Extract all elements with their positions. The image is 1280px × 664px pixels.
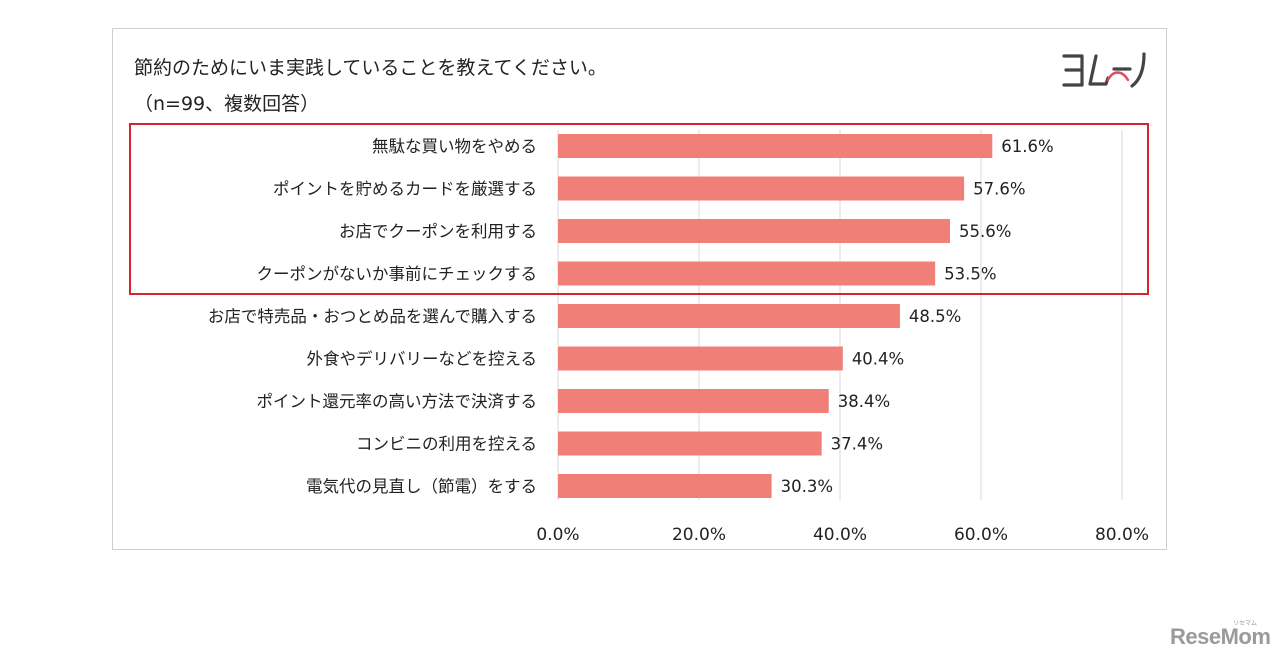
bars — [558, 134, 993, 498]
chart-frame — [112, 28, 1167, 550]
value-label-2: 55.6% — [959, 222, 1011, 241]
value-label-3: 53.5% — [944, 265, 996, 284]
bar-0 — [558, 134, 993, 158]
bar-7 — [558, 431, 822, 456]
value-label-8: 30.3% — [781, 477, 833, 496]
category-labels: 無駄な買い物をやめるポイントを貯めるカードを厳選するお店でクーポンを利用するクー… — [208, 137, 537, 496]
category-label-6: ポイント還元率の高い方法で決済する — [257, 392, 538, 411]
value-labels: 61.6% 57.6% 55.6% 53.5% 48.5% 40.4% 38.4% 37.4%… — [781, 137, 1054, 496]
highlight-box — [129, 123, 1149, 295]
category-label-0: 無駄な買い物をやめる — [372, 137, 537, 156]
x-axis-ticks: 0.0% 20.0% 40.0% 60.0% 80.0% — [536, 525, 1149, 545]
value-label-7: 37.4% — [831, 435, 883, 454]
chart-title: 節約のためにいま実践していることを教えてください。 — [134, 57, 607, 79]
resemom-logo-kana: リセマム — [1233, 620, 1258, 627]
yomuno-logo-icon — [1062, 52, 1146, 88]
category-label-5: 外食やデリバリーなどを控える — [306, 349, 537, 369]
value-label-4: 48.5% — [909, 307, 961, 326]
tick-label-2: 40.0% — [813, 525, 867, 545]
value-label-6: 38.4% — [838, 392, 890, 411]
category-label-4: お店で特売品・おつとめ品を選んで購入する — [208, 307, 537, 326]
tick-label-4: 80.0% — [1095, 525, 1149, 545]
category-label-8: 電気代の見直し（節電）をする — [306, 477, 537, 496]
category-label-7: コンビニの利用を控える — [356, 435, 537, 454]
value-label-0: 61.6% — [1001, 137, 1053, 156]
tick-label-3: 60.0% — [954, 525, 1008, 545]
tick-label-1: 20.0% — [672, 525, 726, 545]
value-label-5: 40.4% — [852, 350, 904, 369]
bar-1 — [558, 176, 965, 201]
category-label-2: お店でクーポンを利用する — [339, 222, 537, 241]
bar-3 — [558, 261, 936, 286]
resemom-logo: ReseMom — [1170, 624, 1271, 649]
bar-8 — [558, 474, 772, 498]
category-label-3: クーポンがないか事前にチェックする — [257, 265, 538, 284]
bar-6 — [558, 389, 829, 413]
yomuno-logo — [1058, 48, 1150, 96]
bar-2 — [558, 219, 950, 243]
chart-subtitle: （n=99、複数回答） — [134, 93, 320, 115]
value-label-1: 57.6% — [973, 180, 1025, 199]
category-label-1: ポイントを貯めるカードを厳選する — [273, 180, 537, 199]
bar-4 — [558, 304, 900, 328]
bar-5 — [558, 346, 843, 371]
tick-label-0: 0.0% — [536, 525, 579, 545]
